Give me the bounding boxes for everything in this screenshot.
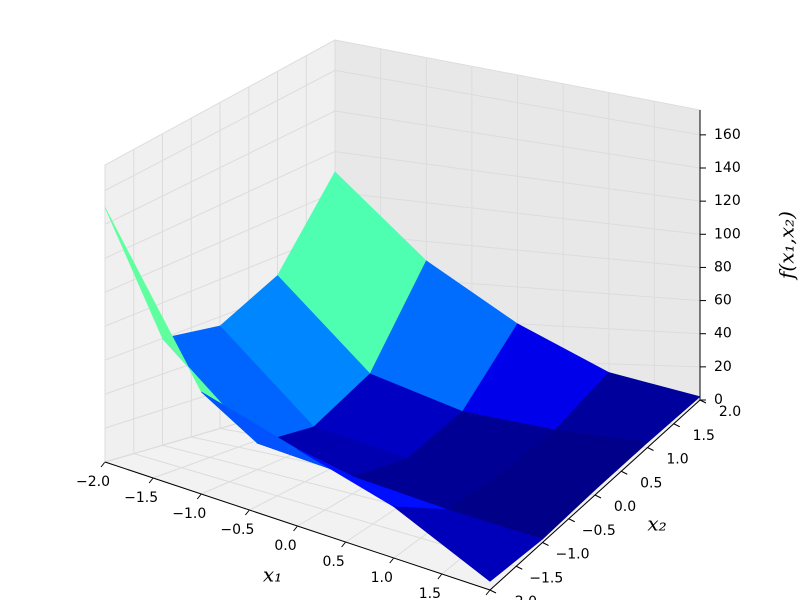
x-tick-label: 0.0: [274, 538, 296, 554]
tick-mark: [621, 470, 628, 475]
tick-mark: [437, 573, 443, 580]
tick-mark: [647, 447, 654, 451]
z-tick-label: 120: [714, 193, 741, 209]
y-axis-label: x₂: [647, 512, 666, 536]
y-tick-label: 0.5: [640, 475, 662, 491]
z-tick-label: 60: [714, 293, 732, 309]
tick-mark: [148, 477, 154, 484]
tick-mark: [568, 518, 575, 523]
y-tick-label: −0.5: [582, 523, 616, 539]
tick-mark: [516, 565, 523, 570]
tick-mark: [542, 542, 549, 546]
surface: [104, 171, 701, 582]
x-tick-label: −0.5: [220, 522, 254, 538]
tick-mark: [389, 557, 395, 564]
tick-mark: [489, 589, 497, 594]
z-tick-label: 100: [714, 226, 741, 242]
surface-cell: [392, 506, 544, 582]
x-axis-label: x₁: [263, 563, 282, 587]
y-tick-label: 2.0: [719, 404, 741, 420]
axis-line: [489, 399, 701, 591]
x-tick-label: 0.5: [322, 554, 344, 570]
tick-mark: [673, 423, 680, 428]
y-tick-label: 1.5: [693, 428, 715, 444]
tick-mark: [594, 494, 602, 499]
z-axis-label: f(x₁,x₂): [775, 211, 799, 281]
x-tick-label: 1.0: [371, 570, 393, 586]
z-tick-label: 80: [714, 259, 732, 275]
grid-line: [104, 110, 701, 225]
x-tick-label: −1.5: [124, 490, 158, 506]
z-tick-label: 0: [714, 392, 723, 408]
z-tick-label: 160: [714, 127, 741, 143]
z-tick-label: 40: [714, 326, 732, 342]
tick-mark: [100, 461, 106, 468]
z-tick-label: 20: [714, 359, 732, 375]
labels: −2.0−1.5−1.0−0.50.00.51.01.52.0−2.0−1.5−…: [76, 127, 799, 600]
y-tick-label: −1.0: [556, 547, 590, 563]
grid-line: [104, 69, 701, 191]
y-tick-label: −1.5: [529, 570, 563, 586]
x-tick-label: 1.5: [419, 586, 441, 600]
tick-mark: [293, 525, 298, 532]
tick-mark: [485, 589, 491, 596]
x-tick-label: −1.0: [172, 506, 206, 522]
tick-mark: [196, 493, 202, 500]
y-tick-label: 0.0: [614, 499, 636, 515]
y-tick-label: −2.0: [503, 594, 537, 600]
x-tick-label: −2.0: [76, 474, 110, 490]
tick-mark: [341, 541, 347, 548]
z-tick-label: 140: [714, 160, 741, 176]
axis-line: [104, 461, 491, 591]
tick-mark: [244, 509, 250, 516]
y-tick-label: 1.0: [666, 452, 688, 468]
grid-line: [104, 151, 701, 259]
